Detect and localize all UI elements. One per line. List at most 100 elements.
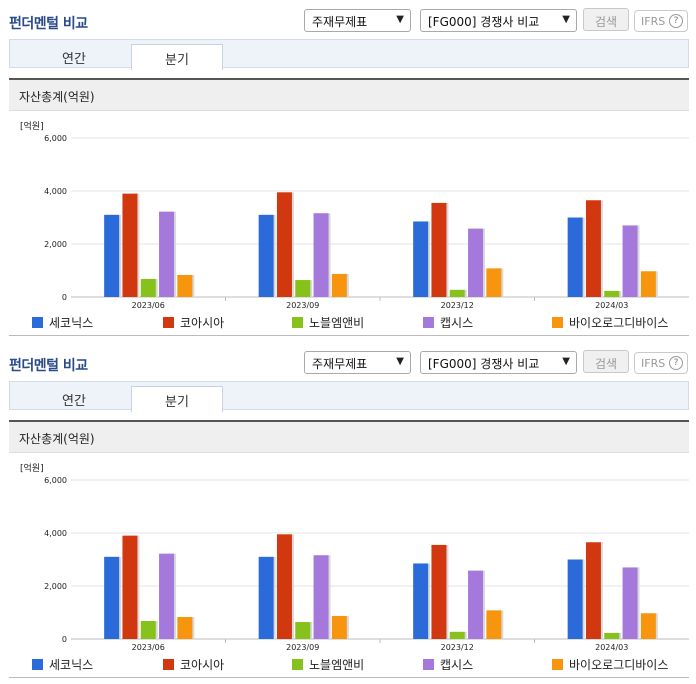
bar (567, 559, 583, 639)
chart-container: 자산총계(억원) [억원] 0 2,000 4,000 6,000 2023/06 202… (9, 420, 689, 678)
bar (567, 217, 583, 297)
bar (431, 544, 447, 639)
bar (295, 280, 311, 297)
peer-select[interactable]: [FG000] 경쟁사 비교 ▼ (420, 351, 577, 374)
bar (622, 567, 638, 639)
panel-title: 펀더멘털 비교 (9, 358, 88, 374)
peer-select[interactable]: [FG000] 경쟁사 비교 ▼ (420, 9, 577, 32)
legend-item[interactable]: 세코닉스 (32, 656, 93, 673)
help-icon: ? (669, 14, 683, 28)
legend-swatch (163, 659, 174, 670)
bar (295, 622, 311, 639)
chart-legend: 세코닉스 코아시아 노블엠앤비 캡시스 바이오로그디바이스 (9, 656, 689, 674)
fundamental-compare-panel: 펀더멘털 비교 주재무제표 ▼ [FG000] 경쟁사 비교 ▼ 검색 IFRS… (9, 8, 689, 336)
chart-legend: 세코닉스 코아시아 노블엠앤비 캡시스 바이오로그디바이스 (9, 314, 689, 332)
tab-quarterly[interactable]: 분기 (131, 386, 223, 412)
legend-label: 바이오로그디바이스 (569, 316, 669, 330)
x-tick-label: 2023/09 (286, 643, 319, 652)
x-tick-label: 2023/12 (441, 301, 474, 310)
legend-item[interactable]: 세코닉스 (32, 314, 93, 331)
bar (449, 289, 465, 297)
legend-item[interactable]: 캡시스 (423, 656, 473, 673)
bar (159, 211, 175, 297)
period-tabs: 연간 분기 (9, 39, 689, 70)
bar (413, 563, 429, 639)
legend-item[interactable]: 바이오로그디바이스 (552, 314, 668, 331)
chart-header: 자산총계(억원) (9, 422, 689, 453)
y-unit-label: [억원] (20, 464, 44, 474)
help-icon: ? (669, 356, 683, 370)
peer-select-value: [FG000] 경쟁사 비교 (428, 15, 540, 29)
panel-title: 펀더멘털 비교 (9, 16, 88, 32)
legend-swatch (292, 317, 303, 328)
bar (122, 193, 138, 297)
legend-label: 캡시스 (440, 316, 474, 330)
chevron-down-icon: ▼ (396, 356, 404, 367)
fundamental-compare-panel: 펀더멘털 비교 주재무제표 ▼ [FG000] 경쟁사 비교 ▼ 검색 IFRS… (0, 342, 696, 684)
bar-chart: 0 2,000 4,000 6,000 2023/06 2023/09 2023/12 202… (44, 134, 689, 310)
legend-label: 코아시아 (180, 658, 225, 672)
y-tick-label: 4,000 (44, 529, 67, 538)
bar (431, 202, 447, 297)
legend-label: 세코닉스 (49, 316, 94, 330)
statement-select[interactable]: 주재무제표 ▼ (304, 351, 411, 374)
chart-header: 자산총계(억원) (9, 80, 689, 111)
search-button[interactable]: 검색 (583, 8, 629, 31)
bar (622, 225, 638, 297)
bar (413, 221, 429, 297)
x-tick-label: 2023/12 (441, 643, 474, 652)
ifrs-label: IFRS (641, 15, 666, 28)
tab-annual[interactable]: 연간 (62, 394, 86, 409)
x-tick-label: 2024/03 (595, 301, 628, 310)
statement-select[interactable]: 주재무제표 ▼ (304, 9, 411, 32)
bar (331, 615, 347, 639)
bar (313, 555, 329, 639)
ifrs-button[interactable]: IFRS ? (634, 10, 688, 32)
legend-item[interactable]: 바이오로그디바이스 (552, 656, 668, 673)
legend-swatch (552, 659, 563, 670)
x-tick-label: 2024/03 (595, 643, 628, 652)
bar (276, 534, 292, 639)
legend-swatch (292, 659, 303, 670)
bar (331, 273, 347, 297)
legend-swatch (552, 317, 563, 328)
ifrs-label: IFRS (641, 357, 666, 370)
y-tick-label: 0 (62, 635, 67, 644)
legend-label: 세코닉스 (49, 658, 94, 672)
y-tick-label: 6,000 (44, 476, 67, 485)
legend-item[interactable]: 코아시아 (163, 314, 224, 331)
bar (468, 570, 484, 639)
legend-item[interactable]: 코아시아 (163, 656, 224, 673)
bar (585, 200, 601, 297)
y-tick-label: 2,000 (44, 582, 67, 591)
legend-swatch (423, 317, 434, 328)
bar (468, 228, 484, 297)
bar (486, 268, 502, 297)
y-tick-label: 2,000 (44, 240, 67, 249)
legend-item[interactable]: 캡시스 (423, 314, 473, 331)
tab-quarterly[interactable]: 분기 (131, 44, 223, 70)
legend-swatch (32, 659, 43, 670)
bar (140, 620, 156, 639)
legend-label: 노블엠앤비 (309, 316, 365, 330)
x-tick-label: 2023/06 (132, 643, 165, 652)
y-tick-label: 6,000 (44, 134, 67, 143)
tab-annual[interactable]: 연간 (62, 52, 86, 67)
bar (449, 631, 465, 639)
y-unit-label: [억원] (20, 122, 44, 132)
search-button[interactable]: 검색 (583, 350, 629, 373)
bar (122, 535, 138, 639)
y-tick-label: 0 (62, 293, 67, 302)
legend-swatch (32, 317, 43, 328)
bar (585, 542, 601, 639)
statement-select-value: 주재무제표 (312, 15, 368, 29)
bar (313, 213, 329, 297)
legend-item[interactable]: 노블엠앤비 (292, 656, 364, 673)
legend-item[interactable]: 노블엠앤비 (292, 314, 364, 331)
bar (104, 214, 120, 297)
ifrs-button[interactable]: IFRS ? (634, 352, 688, 374)
bar (486, 610, 502, 639)
x-tick-label: 2023/06 (132, 301, 165, 310)
chevron-down-icon: ▼ (396, 14, 404, 25)
legend-swatch (423, 659, 434, 670)
